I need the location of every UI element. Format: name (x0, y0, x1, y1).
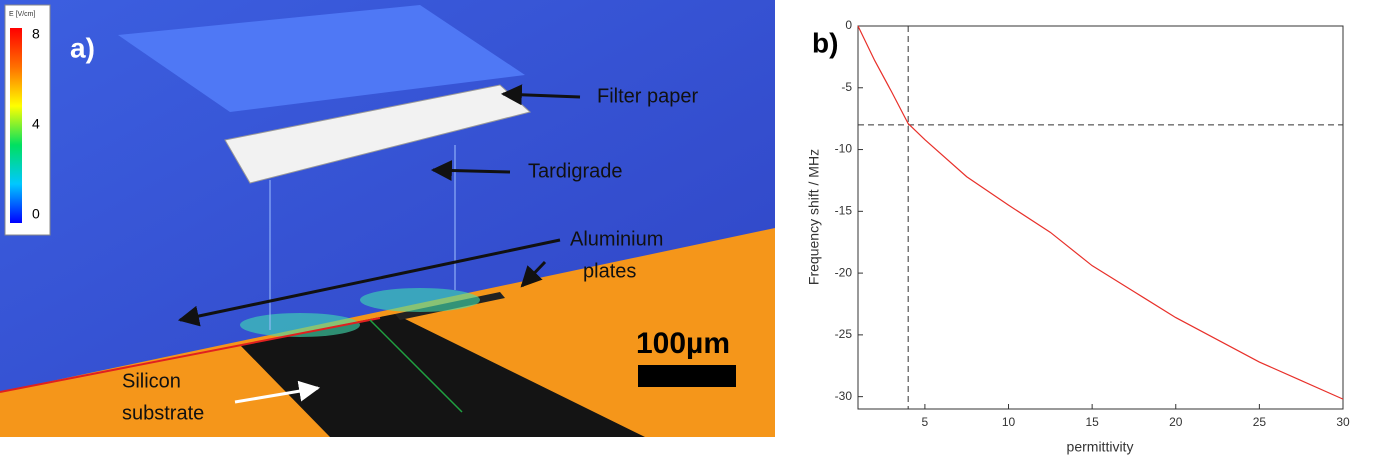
colorbar-title: E [V/cm] (9, 11, 36, 18)
plot-frame (858, 26, 1343, 409)
annotation: substrate (122, 402, 204, 424)
y-axis-title: Frequency shift / MHz (806, 149, 822, 285)
annotation: plates (583, 260, 636, 282)
colorbar-tick-label: 8 (32, 26, 40, 42)
x-tick-label: 30 (1336, 415, 1350, 429)
y-tick-label: -15 (835, 203, 853, 217)
arrow (433, 170, 510, 172)
panel-label: a) (70, 32, 95, 63)
y-tick-label: -20 (835, 265, 853, 279)
y-tick-label: -5 (841, 80, 852, 94)
y-tick-label: 0 (845, 18, 852, 32)
x-tick-label: 15 (1085, 415, 1099, 429)
simulation-panel: a) Filter paper Tardigrade Aluminium pla… (0, 0, 775, 437)
annotation: Aluminium (570, 228, 663, 250)
scale-bar (638, 365, 736, 387)
annotation: Tardigrade (528, 160, 623, 182)
figure: a) Filter paper Tardigrade Aluminium pla… (0, 0, 1375, 462)
annotation: Silicon (122, 370, 181, 392)
page: a) Filter paper Tardigrade Aluminium pla… (0, 0, 1375, 467)
scale-label: 100µm (636, 327, 730, 360)
x-axis-title: permittivity (1067, 439, 1134, 455)
y-tick-label: -25 (835, 327, 853, 341)
x-tick-label: 25 (1253, 415, 1267, 429)
colorbar-gradient (10, 28, 22, 223)
colorbar-tick-label: 4 (32, 116, 40, 132)
x-tick-label: 20 (1169, 415, 1183, 429)
annotation: Filter paper (597, 85, 698, 107)
x-tick-label: 10 (1002, 415, 1016, 429)
field (360, 288, 480, 312)
x-tick-label: 5 (922, 415, 929, 429)
line-chart: b) permittivity Frequency shift / MHz 5 1… (806, 18, 1350, 455)
data-line (858, 26, 1343, 399)
y-tick-label: -30 (835, 389, 853, 403)
panel-label: b) (812, 27, 838, 58)
colorbar-tick-label: 0 (32, 206, 40, 222)
y-tick-label: -10 (835, 142, 853, 156)
